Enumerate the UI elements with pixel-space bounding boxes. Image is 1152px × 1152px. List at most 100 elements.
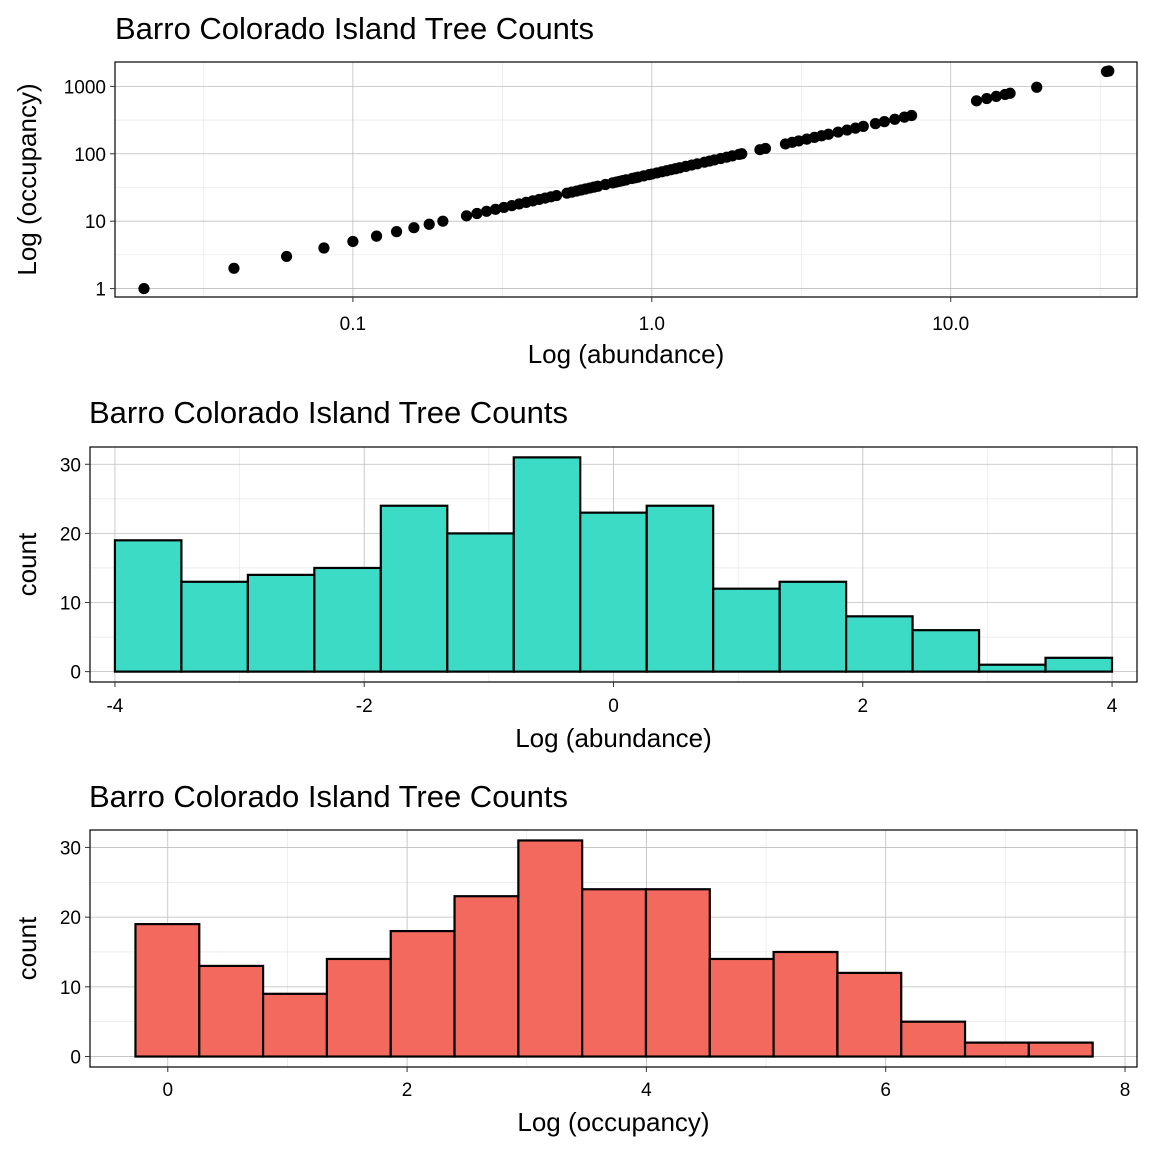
histogram-bar <box>134 923 201 1058</box>
histogram-bar <box>836 971 903 1058</box>
histogram-bar <box>977 663 1047 673</box>
histogram-bar <box>772 950 839 1058</box>
data-marks <box>113 456 1114 673</box>
scatter-point <box>437 215 449 227</box>
y-tick-label: 1000 <box>64 77 106 98</box>
y-tick-label: 10 <box>60 594 81 615</box>
x-tick-label: 6 <box>880 1080 891 1101</box>
scatter-point <box>736 148 748 160</box>
chart-panel-2: Barro Colorado Island Tree Counts -4 -2 0 2 4… <box>12 395 1138 753</box>
histogram-bar <box>313 566 382 673</box>
panel-border <box>114 61 1138 298</box>
x-tick-label: 10.0 <box>932 314 969 335</box>
scatter-point <box>1103 65 1115 77</box>
y-tick-label: 30 <box>60 838 81 859</box>
histogram-bar <box>1044 656 1114 673</box>
histogram-bar <box>645 504 715 673</box>
x-axis-title: Log (occupancy) <box>517 1107 709 1137</box>
histogram-bar <box>963 1041 1030 1058</box>
y-tick-label: 100 <box>74 145 106 166</box>
y-tick-label: 0 <box>70 663 81 684</box>
chart-panel-3: Barro Colorado Island Tree Counts 0 2 4 6 8 0 1… <box>12 779 1138 1137</box>
x-tick-label: 4 <box>1107 696 1118 717</box>
x-tick-label: 0 <box>608 696 619 717</box>
y-tick-label: 20 <box>60 908 81 929</box>
y-axis-title: Log (occupancy) <box>12 83 42 275</box>
scatter-point <box>480 205 493 217</box>
histogram-bar <box>708 957 775 1058</box>
histogram-bar <box>900 1020 967 1058</box>
histogram-bar <box>579 511 648 673</box>
x-tick-label: 1.0 <box>639 314 665 335</box>
scatter-point <box>370 230 383 242</box>
chart-title: Barro Colorado Island Tree Counts <box>89 779 568 814</box>
histogram-bar <box>180 580 249 673</box>
x-tick-label: 8 <box>1120 1080 1131 1101</box>
histogram-bar <box>517 839 584 1058</box>
panel-border <box>89 829 1138 1068</box>
x-tick-label: 4 <box>641 1080 652 1101</box>
y-tick-label: 10 <box>60 978 81 999</box>
scatter-point <box>1004 87 1016 99</box>
y-tick-label: 30 <box>60 455 81 476</box>
histogram-bar <box>261 992 329 1058</box>
y-axis-title: count <box>12 532 42 596</box>
grid <box>115 62 1137 297</box>
histogram-bar <box>379 504 449 673</box>
scatter-point <box>869 118 882 130</box>
histogram-bar <box>246 573 316 673</box>
scatter-point <box>878 116 890 128</box>
x-tick-label: 0.1 <box>340 314 366 335</box>
data-marks <box>134 839 1094 1058</box>
scatter-point <box>990 90 1002 103</box>
y-axis-title: count <box>12 916 42 980</box>
histogram-bar <box>446 532 515 673</box>
histogram-bar <box>512 456 582 673</box>
y-tick-label: 0 <box>70 1048 81 1069</box>
x-axis-title: Log (abundance) <box>528 339 725 369</box>
scatter-point <box>906 109 918 122</box>
scatter-point <box>822 128 835 140</box>
x-axis-title: Log (abundance) <box>515 723 712 753</box>
scatter-point <box>857 120 869 132</box>
histogram-bar <box>1027 1041 1094 1058</box>
x-tick-label: 2 <box>857 696 868 717</box>
scatter-point <box>280 250 293 263</box>
histogram-bar <box>712 587 781 673</box>
scatter-point <box>347 235 359 248</box>
scatter-point <box>460 210 473 222</box>
histogram-bar <box>911 629 981 673</box>
histogram-bar <box>113 539 183 673</box>
scatter-point <box>318 242 330 254</box>
histogram-bar <box>389 929 456 1058</box>
scatter-point <box>889 113 901 125</box>
scatter-point <box>841 124 853 136</box>
scatter-point <box>408 222 420 234</box>
scatter-point <box>981 92 993 105</box>
scatter-point <box>423 218 435 230</box>
histogram-bar <box>644 888 711 1058</box>
scatter-point <box>390 226 403 238</box>
scatter-point <box>489 203 502 215</box>
x-tick-label: -4 <box>106 696 123 717</box>
y-tick-label: 10 <box>85 212 106 233</box>
x-tick-label: 2 <box>402 1080 413 1101</box>
x-tick-label: 0 <box>162 1080 173 1101</box>
scatter-point <box>550 189 563 202</box>
x-tick-label: -2 <box>356 696 373 717</box>
y-tick-label: 20 <box>60 524 81 545</box>
histogram-bar <box>453 895 520 1058</box>
scatter-point <box>1031 81 1043 93</box>
chart-panel-1: Barro Colorado Island Tree Counts 0.1 1.0 1… <box>12 11 1138 369</box>
chart-title: Barro Colorado Island Tree Counts <box>89 395 568 430</box>
histogram-bar <box>325 957 392 1058</box>
histogram-bar <box>778 580 848 673</box>
histogram-bar <box>198 964 265 1058</box>
scatter-point <box>138 282 150 295</box>
chart-title: Barro Colorado Island Tree Counts <box>115 11 594 46</box>
data-marks <box>138 65 1115 295</box>
histogram-bar <box>581 888 648 1058</box>
y-tick-label: 1 <box>95 280 106 301</box>
scatter-point <box>471 207 483 220</box>
